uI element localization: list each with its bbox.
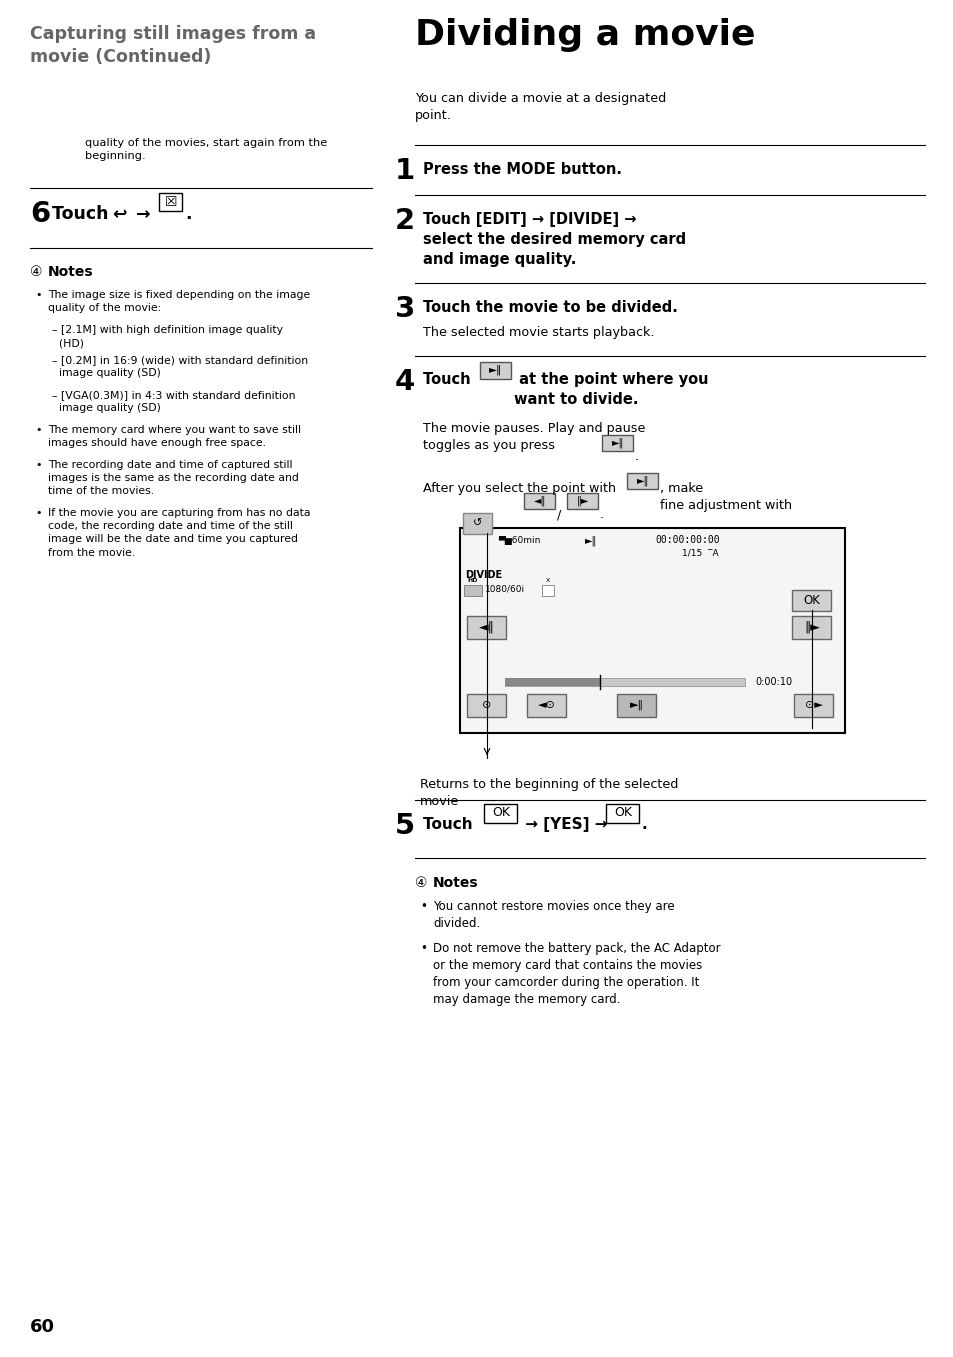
Text: •: • <box>35 508 42 518</box>
Text: – [VGA(0.3M)] in 4:3 with standard definition
  image quality (SD): – [VGA(0.3M)] in 4:3 with standard defin… <box>52 389 295 413</box>
Text: Dividing a movie: Dividing a movie <box>415 18 755 52</box>
Text: 00:00:00:00: 00:00:00:00 <box>655 535 719 546</box>
Text: .: . <box>185 205 192 223</box>
Bar <box>459 528 844 733</box>
Text: OK: OK <box>802 593 820 607</box>
Text: •: • <box>35 290 42 300</box>
Text: •: • <box>419 900 426 913</box>
Text: ◄‖: ◄‖ <box>534 495 546 506</box>
Text: →: → <box>130 205 156 223</box>
FancyBboxPatch shape <box>617 693 656 716</box>
Text: Notes: Notes <box>48 265 93 280</box>
Text: ◄⊙: ◄⊙ <box>537 700 556 710</box>
Text: Capturing still images from a
movie (Continued): Capturing still images from a movie (Con… <box>30 24 315 66</box>
Text: Press the MODE button.: Press the MODE button. <box>422 161 621 176</box>
Text: quality of the movies, start again from the
beginning.: quality of the movies, start again from … <box>85 138 327 161</box>
FancyBboxPatch shape <box>480 361 511 379</box>
Text: 60: 60 <box>30 1318 55 1337</box>
Text: , make
fine adjustment with: , make fine adjustment with <box>659 482 796 512</box>
Text: If the movie you are capturing from has no data
code, the recording date and tim: If the movie you are capturing from has … <box>48 508 310 558</box>
Text: Touch: Touch <box>422 817 477 832</box>
Text: 2: 2 <box>395 208 415 235</box>
Text: After you select the point with: After you select the point with <box>422 482 619 495</box>
FancyBboxPatch shape <box>463 513 492 533</box>
Text: ⊙: ⊙ <box>482 700 491 710</box>
FancyBboxPatch shape <box>467 693 506 716</box>
Text: OK: OK <box>492 806 510 820</box>
FancyBboxPatch shape <box>484 803 517 822</box>
Text: The recording date and time of captured still
images is the same as the recordin: The recording date and time of captured … <box>48 460 298 497</box>
Text: ④: ④ <box>30 265 43 280</box>
Text: •: • <box>419 942 426 955</box>
Text: ◄‖: ◄‖ <box>478 620 495 634</box>
FancyBboxPatch shape <box>602 434 633 451</box>
Text: 3: 3 <box>395 294 415 323</box>
Text: ‖►: ‖► <box>803 620 819 634</box>
FancyBboxPatch shape <box>159 193 182 210</box>
Text: ④: ④ <box>415 877 427 890</box>
FancyBboxPatch shape <box>627 472 658 489</box>
Text: 4: 4 <box>395 368 415 396</box>
Text: ►‖: ►‖ <box>629 700 643 710</box>
Text: X: X <box>545 578 550 584</box>
Text: The movie pauses. Play and pause
toggles as you press: The movie pauses. Play and pause toggles… <box>422 422 644 452</box>
Text: Touch: Touch <box>422 372 476 387</box>
FancyBboxPatch shape <box>567 493 598 509</box>
Text: ↩: ↩ <box>112 205 127 223</box>
Text: – [2.1M] with high definition image quality
  (HD): – [2.1M] with high definition image qual… <box>52 324 283 349</box>
Text: The selected movie starts playback.: The selected movie starts playback. <box>422 326 654 339</box>
Text: ☒: ☒ <box>165 194 177 209</box>
FancyBboxPatch shape <box>606 803 639 822</box>
Text: ⊙►: ⊙► <box>804 700 822 710</box>
FancyBboxPatch shape <box>792 589 831 611</box>
Text: ↺: ↺ <box>473 518 482 528</box>
Text: → [YES] →: → [YES] → <box>519 817 612 832</box>
Text: 6: 6 <box>30 199 51 228</box>
Text: ►‖: ►‖ <box>611 437 623 448</box>
FancyBboxPatch shape <box>792 616 831 639</box>
Text: Touch [EDIT] → [DIVIDE] →
select the desired memory card
and image quality.: Touch [EDIT] → [DIVIDE] → select the des… <box>422 212 685 266</box>
FancyBboxPatch shape <box>794 693 833 716</box>
Text: Notes: Notes <box>433 877 478 890</box>
Bar <box>504 678 599 687</box>
Text: The image size is fixed depending on the image
quality of the movie:: The image size is fixed depending on the… <box>48 290 310 313</box>
Text: Touch the movie to be divided.: Touch the movie to be divided. <box>422 300 678 315</box>
Text: /: / <box>557 508 560 521</box>
Text: OK: OK <box>614 806 631 820</box>
Text: 5: 5 <box>395 811 415 840</box>
Text: 1: 1 <box>395 157 415 185</box>
Text: HD: HD <box>467 578 477 584</box>
Text: •: • <box>35 460 42 470</box>
Text: 1080/60i: 1080/60i <box>484 585 524 594</box>
Bar <box>541 585 554 596</box>
Text: ►‖: ►‖ <box>489 365 502 376</box>
Bar <box>463 585 481 596</box>
Text: Do not remove the battery pack, the AC Adaptor
or the memory card that contains : Do not remove the battery pack, the AC A… <box>433 942 720 1006</box>
Text: You cannot restore movies once they are
divided.: You cannot restore movies once they are … <box>433 900 674 930</box>
Text: at the point where you
want to divide.: at the point where you want to divide. <box>514 372 708 407</box>
Text: – [0.2M] in 16:9 (wide) with standard definition
  image quality (SD): – [0.2M] in 16:9 (wide) with standard de… <box>52 356 308 379</box>
Text: 0:00:10: 0:00:10 <box>754 677 791 687</box>
Text: Touch: Touch <box>52 205 114 223</box>
Text: .: . <box>599 508 603 521</box>
FancyBboxPatch shape <box>467 616 506 639</box>
Text: .: . <box>635 451 639 463</box>
Text: The memory card where you want to save still
images should have enough free spac: The memory card where you want to save s… <box>48 425 301 448</box>
Text: ►‖: ►‖ <box>584 536 597 547</box>
Text: •: • <box>35 425 42 436</box>
Text: DIVIDE: DIVIDE <box>464 570 501 579</box>
Text: ‖►: ‖► <box>577 495 589 506</box>
Text: 1/15  ‾A: 1/15 ‾A <box>681 548 718 556</box>
Text: .: . <box>641 817 647 832</box>
FancyBboxPatch shape <box>527 693 566 716</box>
Bar <box>504 678 744 687</box>
Text: Returns to the beginning of the selected
movie: Returns to the beginning of the selected… <box>419 778 678 807</box>
FancyBboxPatch shape <box>524 493 555 509</box>
Text: ▀▆60min: ▀▆60min <box>497 536 539 546</box>
Text: You can divide a movie at a designated
point.: You can divide a movie at a designated p… <box>415 92 665 122</box>
Text: ►‖: ►‖ <box>637 475 648 486</box>
